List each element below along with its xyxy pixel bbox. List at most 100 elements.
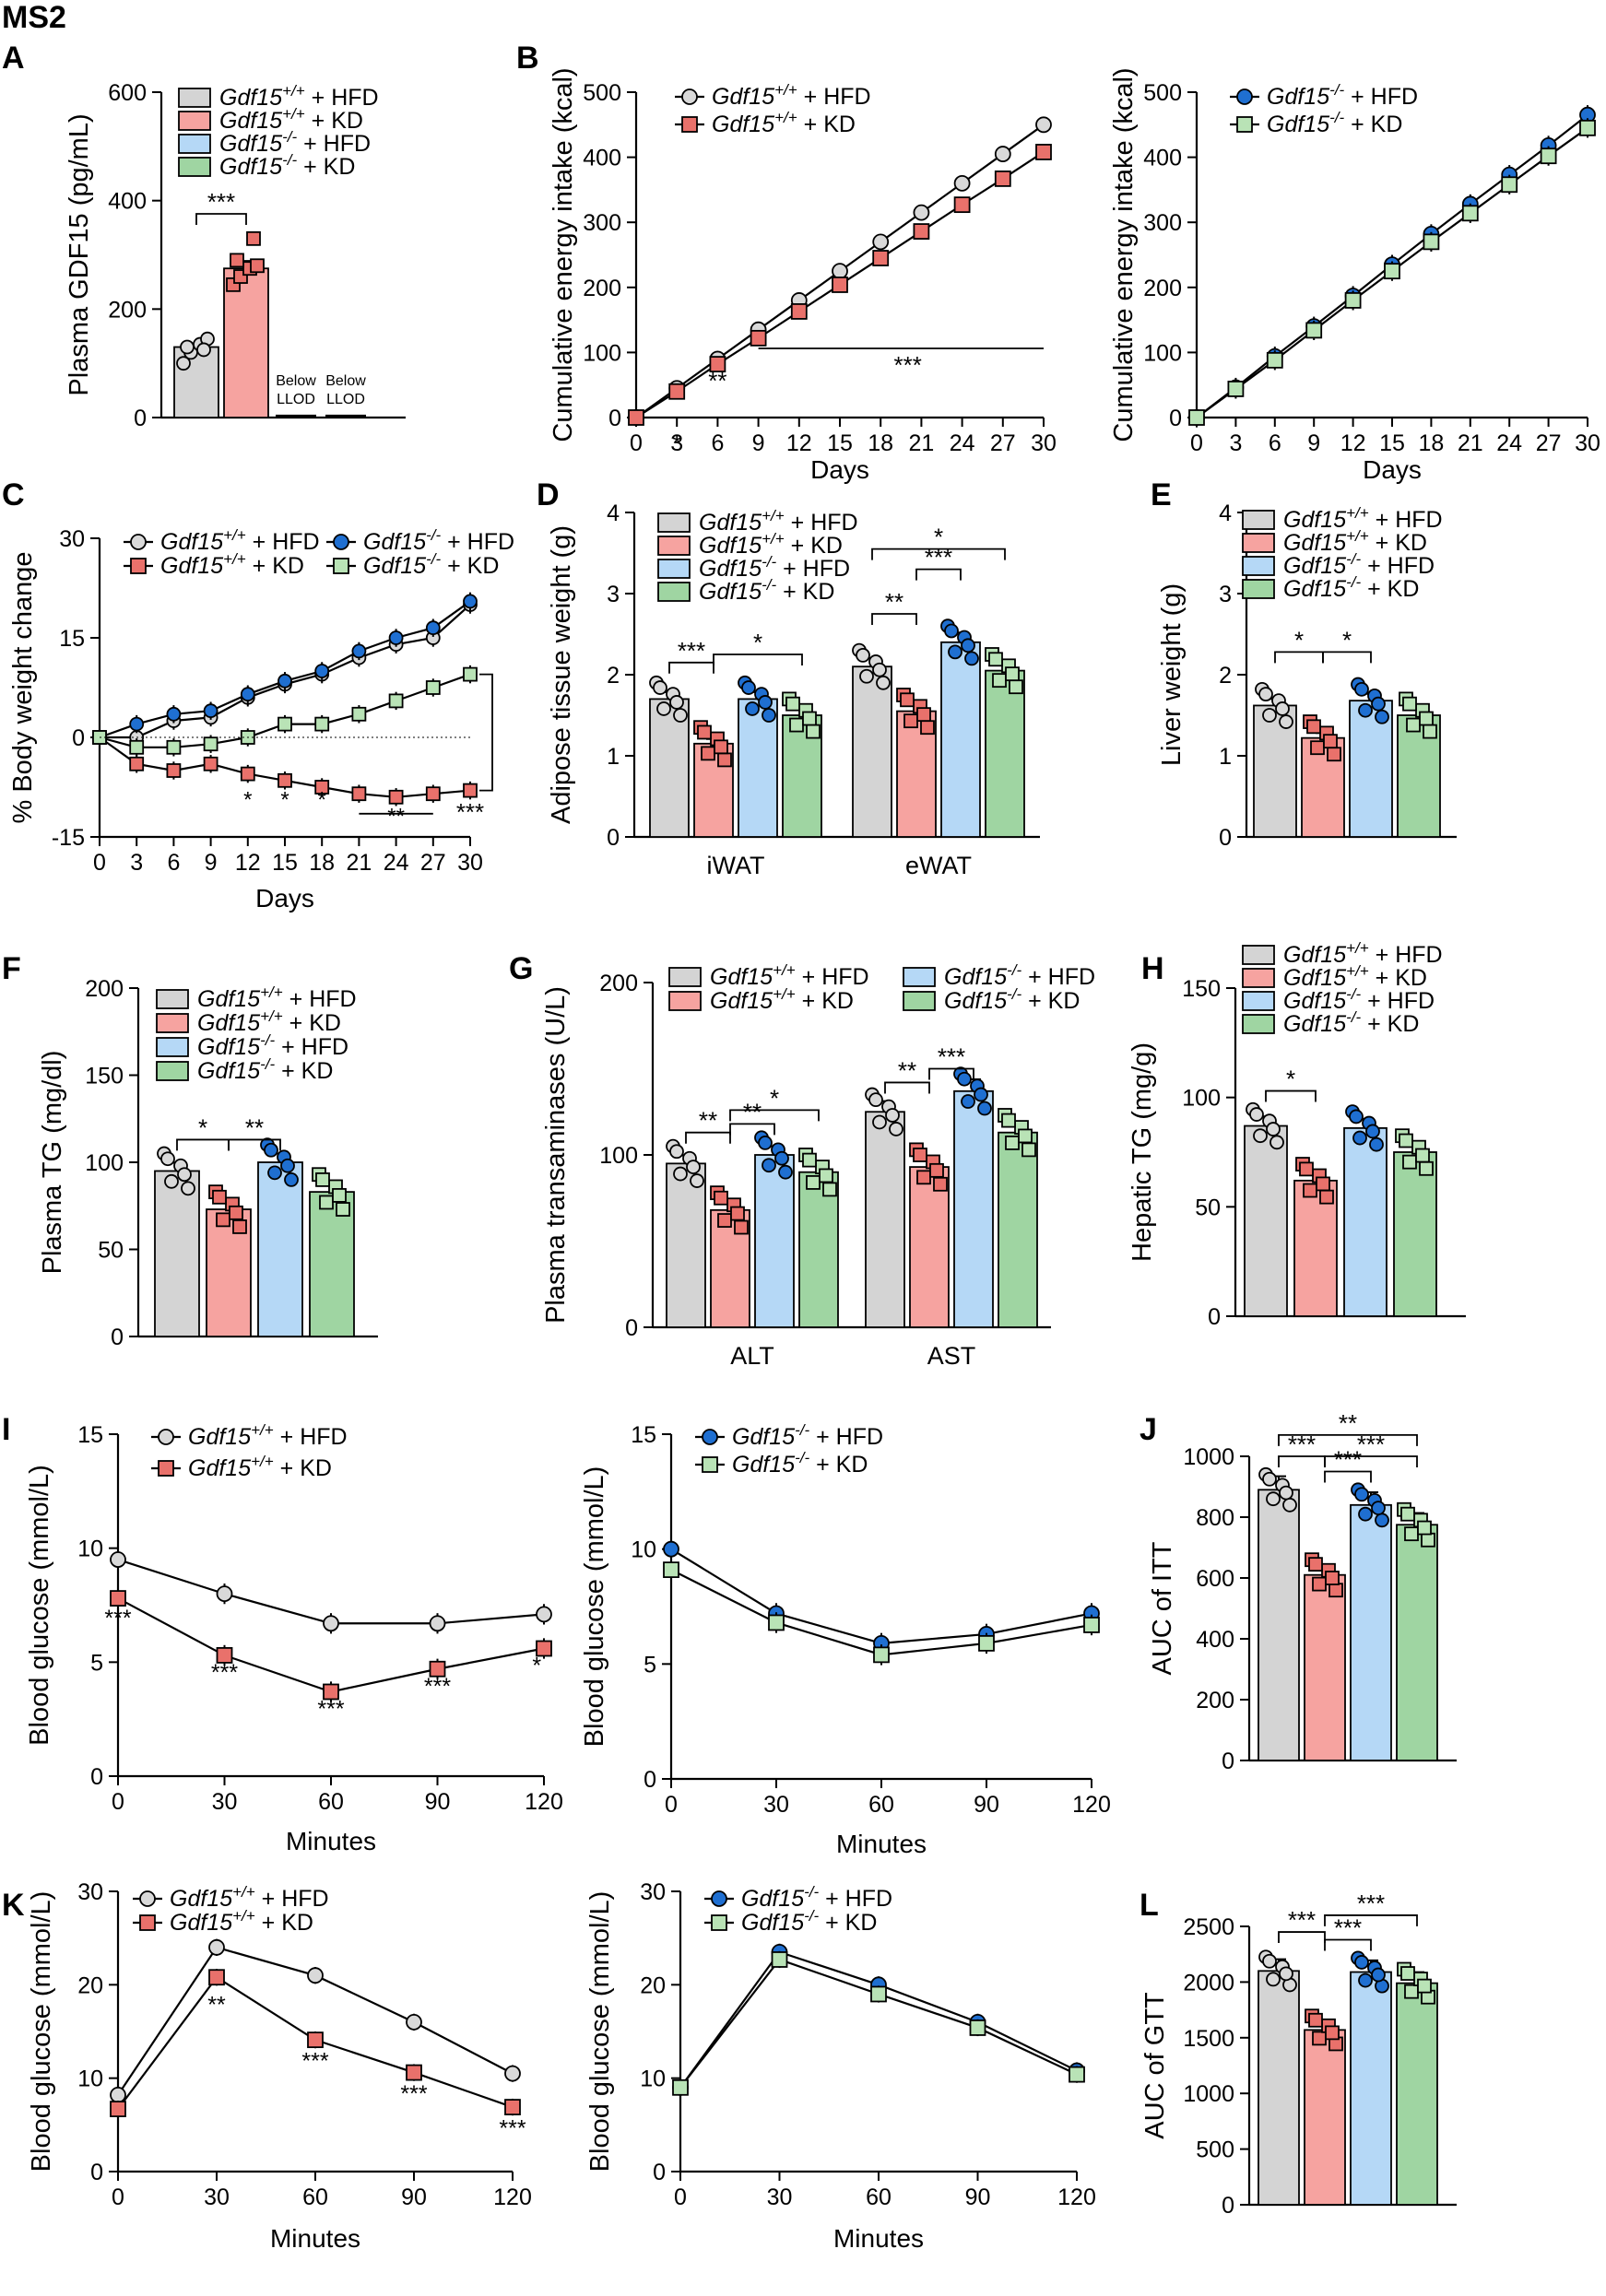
panel-I: 0 5 10 15 Blood glucose (mmol/L) 0 30 60 90 120 Mi…: [25, 1421, 563, 1855]
legend-swatch: [657, 536, 691, 556]
data-point: [903, 713, 918, 729]
data-point: [250, 258, 265, 274]
y-tick-label: 4: [607, 500, 620, 526]
legend-marker: [130, 558, 147, 574]
data-point: [762, 708, 776, 723]
data-point: [1188, 409, 1205, 426]
data-point: [1266, 1122, 1281, 1136]
data-point: [406, 2064, 422, 2081]
figure-label: MS2: [2, 0, 66, 35]
data-point: [203, 756, 218, 771]
data-point: [203, 703, 218, 719]
data-point: [1262, 1471, 1277, 1487]
data-point: [536, 1606, 552, 1623]
data-point: [1312, 1576, 1327, 1592]
significance-label: *: [1342, 626, 1352, 653]
data-point: [425, 620, 441, 636]
data-point: [1404, 1526, 1419, 1542]
data-point: [1358, 1506, 1373, 1522]
x-tick-label: 9: [205, 850, 218, 876]
significance-label: ***: [207, 188, 235, 216]
data-point: [240, 766, 255, 782]
data-point: [180, 339, 195, 355]
legend-swatch: [657, 512, 691, 533]
y-axis-label: AUC of ITT: [1148, 1541, 1177, 1675]
y-tick-label: 0: [134, 406, 147, 431]
y-tick-label: 0: [607, 825, 620, 851]
data-point: [1375, 709, 1389, 724]
legend-entry-wt_hfd: Gdf15+/+ + HFD: [170, 1883, 329, 1912]
bar-ko_hfd: [1350, 1503, 1392, 1761]
data-point: [1266, 351, 1283, 369]
legend-swatch: [1242, 1014, 1275, 1034]
data-point: [1404, 1984, 1419, 1999]
data-point: [166, 739, 182, 755]
x-axis-label: Minutes: [270, 2224, 360, 2253]
y-tick-label: 0: [72, 725, 85, 751]
bar-ko_kd: [998, 1131, 1038, 1328]
legend-swatch: [156, 1037, 189, 1057]
data-point: [1365, 1124, 1380, 1139]
bar-wt_kd: [1304, 2029, 1346, 2206]
significance-label: **: [699, 1107, 717, 1135]
data-point: [717, 1213, 732, 1228]
data-point: [1005, 666, 1020, 682]
legend-entry-ko_kd: Gdf15-/- + KD: [1283, 573, 1419, 602]
x-tick-label: 24: [950, 430, 975, 456]
significance-label: **: [387, 805, 405, 830]
y-tick-label: 400: [1143, 146, 1182, 171]
y-tick-label: 0: [625, 1315, 638, 1341]
data-point: [351, 786, 367, 802]
x-tick-label: 0: [630, 430, 643, 456]
legend-swatch: [668, 991, 702, 1011]
data-point: [663, 1540, 679, 1558]
legend-swatch: [1242, 991, 1275, 1011]
legend-entry-wt_hfd: Gdf15+/+ + HFD: [219, 82, 379, 111]
panel-letter: J: [1140, 1412, 1157, 1447]
panel-G: 0 100 200 Plasma transaminases (U/L) ALT AST G…: [541, 961, 1095, 1370]
data-point: [536, 1640, 552, 1657]
legend-marker: [158, 1429, 174, 1445]
x-tick-label: 120: [525, 1789, 563, 1815]
data-point: [870, 1985, 887, 2003]
series-line-ko_hfd: [670, 1548, 1092, 1645]
data-point: [314, 780, 330, 795]
x-tick-label: 120: [1057, 2184, 1096, 2210]
data-point: [1009, 679, 1023, 695]
y-tick-label: 400: [583, 146, 621, 171]
y-tick-label: 0: [111, 1325, 124, 1350]
y-tick-label: 0: [1222, 2193, 1234, 2219]
y-axis-label: AUC of GTT: [1140, 1992, 1170, 2139]
x-axis-label: Minutes: [836, 1830, 927, 1858]
significance-label: *: [532, 1654, 541, 1679]
legend-entry-wt_hfd: Gdf15+/+ + HFD: [197, 983, 357, 1012]
data-point: [872, 233, 890, 251]
legend-entry-ko_hfd: Gdf15-/- + HFD: [741, 1883, 892, 1912]
bar-ko_kd: [798, 1171, 839, 1328]
significance-label: *: [934, 524, 943, 551]
significance-bracket: [729, 1109, 820, 1122]
y-tick-label: 3: [1219, 582, 1232, 607]
data-point: [859, 668, 874, 684]
legend-swatch: [178, 134, 211, 154]
legend-entry-wt_kd: Gdf15+/+ + KD: [1283, 962, 1427, 991]
data-point: [771, 1951, 788, 1968]
y-tick-label: 0: [90, 1764, 103, 1790]
data-point: [278, 772, 292, 788]
y-tick-label: 200: [1143, 276, 1182, 301]
x-tick-label: 27: [1536, 430, 1562, 456]
data-point: [762, 1158, 776, 1173]
x-tick-label: 90: [401, 2184, 427, 2210]
legend-marker: [333, 558, 349, 574]
data-point: [129, 716, 145, 732]
data-point: [463, 594, 478, 609]
y-axis-label: Hepatic TG (mg/g): [1128, 1042, 1157, 1262]
data-point: [1035, 144, 1052, 160]
y-axis-label: Adipose tissue weight (g): [547, 525, 576, 824]
bar-wt_kd: [909, 1166, 950, 1328]
